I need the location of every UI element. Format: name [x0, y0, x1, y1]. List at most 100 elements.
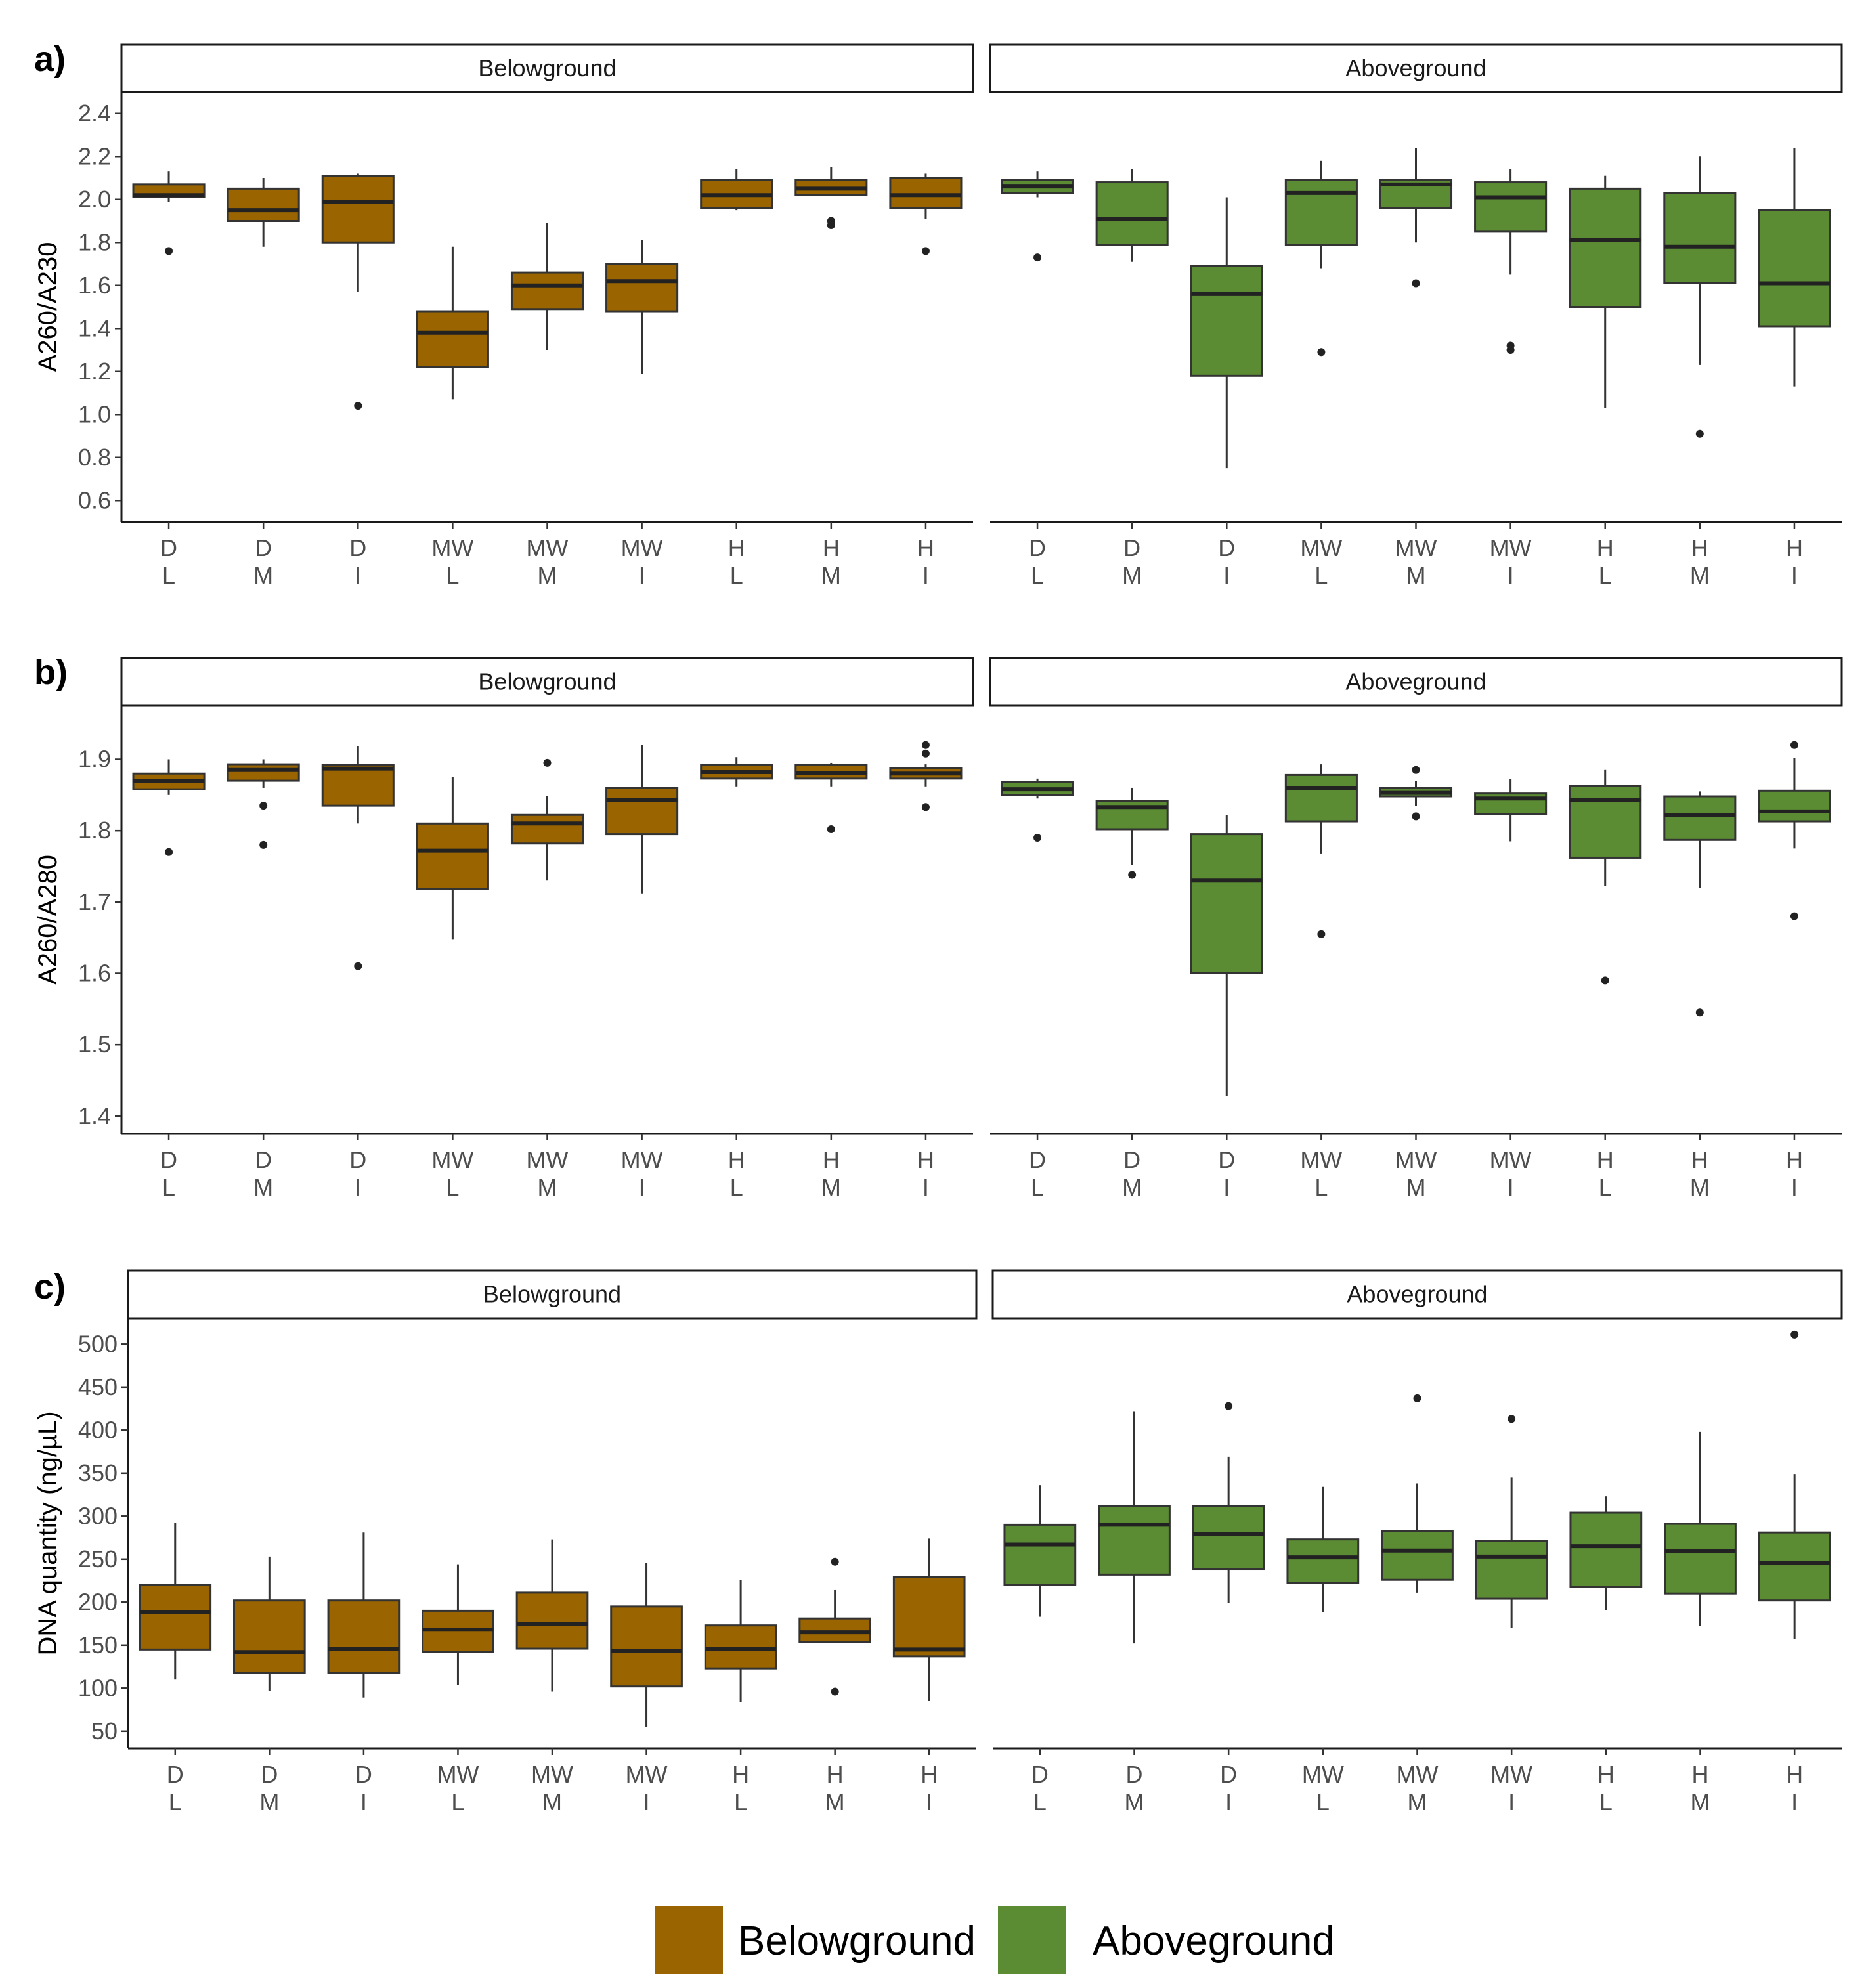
outlier-point — [1033, 253, 1042, 262]
box — [610, 1605, 683, 1688]
facet-strip — [989, 657, 1843, 707]
y-tick-label: 0.8 — [78, 444, 111, 471]
box — [1190, 265, 1263, 377]
x-tick-label-site: H — [917, 1146, 934, 1173]
y-tick-label: 1.6 — [78, 960, 111, 987]
x-tick-label-level: M — [538, 1174, 557, 1201]
y-tick-label: 1.8 — [78, 228, 111, 255]
x-tick-label-site: MW — [437, 1761, 479, 1788]
x-tick-label-level: L — [730, 1174, 743, 1201]
x-tick-label-level: I — [1508, 1788, 1515, 1815]
x-tick-label-site: D — [255, 534, 272, 561]
x-tick-label-level: M — [1691, 1788, 1710, 1815]
facet-strip-label: Aboveground — [1345, 668, 1486, 695]
x-tick-label-site: MW — [1490, 1761, 1532, 1788]
box — [605, 263, 679, 313]
x-tick-label-level: M — [253, 1174, 273, 1201]
panel-label: b) — [34, 653, 68, 692]
box — [1475, 1540, 1548, 1600]
x-tick-label-level: L — [1031, 1174, 1044, 1201]
outlier-point — [921, 749, 930, 758]
x-tick-label-site: D — [1123, 534, 1140, 561]
x-tick-label-site: D — [255, 1146, 272, 1173]
y-tick-label: 200 — [78, 1588, 118, 1615]
x-tick-label-level: L — [169, 1788, 182, 1815]
x-tick-label-level: I — [355, 562, 361, 589]
x-tick-label-site: D — [160, 534, 177, 561]
x-tick-label-site: H — [823, 534, 840, 561]
x-tick-label-site: H — [728, 1146, 745, 1173]
box — [1758, 1531, 1831, 1602]
legend-swatch-belowground — [655, 1906, 723, 1974]
outlier-point — [165, 247, 173, 255]
x-tick-label-level: I — [355, 1174, 361, 1201]
outlier-point — [1790, 1330, 1799, 1339]
x-tick-label-level: M — [1125, 1788, 1144, 1815]
x-tick-label-site: MW — [1300, 534, 1342, 561]
x-tick-label-level: L — [1314, 1174, 1328, 1201]
x-tick-label-site: H — [1786, 1146, 1803, 1173]
x-tick-label-level: I — [922, 1174, 929, 1201]
x-tick-label-level: L — [1314, 562, 1328, 589]
x-tick-label-level: L — [734, 1788, 747, 1815]
box — [321, 175, 395, 244]
box — [321, 764, 395, 807]
x-tick-label-site: MW — [1300, 1146, 1342, 1173]
box — [227, 763, 300, 782]
x-tick-label-level: M — [259, 1788, 279, 1815]
box — [1569, 187, 1642, 308]
y-tick-label: 1.2 — [78, 358, 111, 385]
outlier-point — [354, 962, 362, 970]
x-tick-label-site: D — [1126, 1761, 1143, 1788]
y-tick-label: 150 — [78, 1631, 118, 1658]
x-tick-label-level: M — [1406, 1174, 1426, 1201]
x-tick-label-site: D — [1029, 534, 1046, 561]
panel-label: a) — [34, 39, 66, 79]
outlier-point — [827, 217, 835, 225]
legend-label-aboveground: Aboveground — [1093, 1918, 1335, 1964]
box — [1003, 1523, 1077, 1586]
x-tick-label-level: I — [360, 1788, 367, 1815]
box — [1284, 179, 1358, 246]
outlier-point — [1695, 429, 1704, 438]
x-tick-label-site: MW — [621, 1146, 663, 1173]
box — [1663, 795, 1737, 841]
y-tick-label: 300 — [78, 1502, 118, 1529]
x-tick-label-site: MW — [527, 1146, 569, 1173]
x-tick-label-site: MW — [1397, 1761, 1439, 1788]
x-tick-label-level: I — [1508, 1174, 1514, 1201]
facet-strip-label: Belowground — [478, 668, 616, 695]
y-tick-label: 2.0 — [78, 186, 111, 213]
x-tick-label-site: H — [827, 1761, 844, 1788]
box — [798, 1617, 872, 1643]
x-tick-label-site: MW — [527, 534, 569, 561]
y-tick-label: 2.4 — [78, 100, 111, 127]
x-tick-label-level: M — [1690, 1174, 1710, 1201]
box — [233, 1599, 306, 1674]
y-tick-label: 1.9 — [78, 746, 111, 773]
box — [510, 271, 584, 311]
outlier-point — [1412, 812, 1420, 821]
x-tick-label-level: L — [1033, 1788, 1047, 1815]
y-axis-title: DNA quantity (ng/µL) — [33, 1411, 62, 1655]
x-tick-label-level: M — [253, 562, 273, 589]
box — [1284, 773, 1358, 823]
box — [1192, 1505, 1265, 1571]
outlier-point — [1128, 871, 1137, 879]
box — [139, 1584, 212, 1651]
x-tick-label-site: MW — [1302, 1761, 1344, 1788]
x-tick-label-level: M — [1122, 1174, 1142, 1201]
x-tick-label-site: MW — [1395, 534, 1437, 561]
x-tick-label-site: D — [1220, 1761, 1237, 1788]
x-tick-label-level: L — [1599, 1174, 1612, 1201]
x-tick-label-site: H — [1691, 1146, 1708, 1173]
y-tick-label: 450 — [78, 1373, 118, 1400]
y-tick-label: 500 — [78, 1330, 118, 1357]
x-tick-label-level: L — [730, 562, 743, 589]
outlier-point — [1033, 834, 1042, 842]
x-tick-label-level: I — [926, 1788, 932, 1815]
facet-strip-label: Belowground — [478, 54, 616, 81]
x-tick-label-level: M — [1406, 562, 1426, 589]
x-tick-label-level: I — [922, 562, 929, 589]
outlier-point — [831, 1557, 839, 1566]
